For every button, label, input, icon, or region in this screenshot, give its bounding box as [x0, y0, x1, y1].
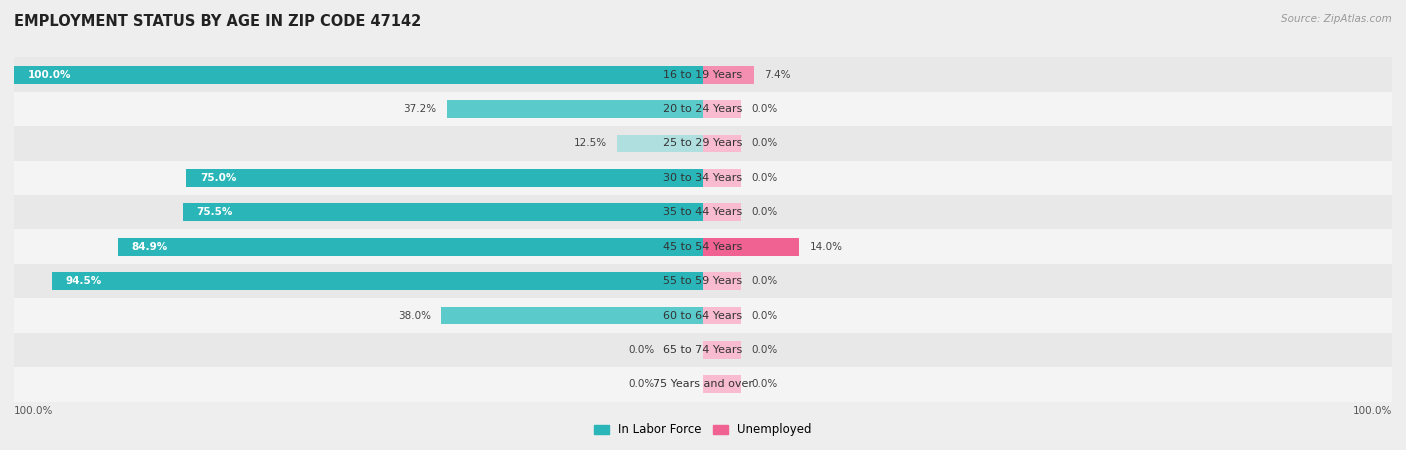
Text: 75.0%: 75.0% — [200, 173, 236, 183]
Bar — [703, 238, 800, 256]
Text: 14.0%: 14.0% — [810, 242, 842, 252]
Text: 75.5%: 75.5% — [197, 207, 233, 217]
Bar — [14, 333, 1392, 367]
Text: 0.0%: 0.0% — [751, 310, 778, 320]
Text: 20 to 24 Years: 20 to 24 Years — [664, 104, 742, 114]
Bar — [14, 58, 1392, 92]
Text: 60 to 64 Years: 60 to 64 Years — [664, 310, 742, 320]
Bar — [14, 298, 1392, 333]
Text: EMPLOYMENT STATUS BY AGE IN ZIP CODE 47142: EMPLOYMENT STATUS BY AGE IN ZIP CODE 471… — [14, 14, 422, 28]
Text: 7.4%: 7.4% — [765, 70, 790, 80]
Text: 84.9%: 84.9% — [132, 242, 169, 252]
Bar — [441, 306, 703, 324]
Text: 0.0%: 0.0% — [751, 139, 778, 148]
Text: 0.0%: 0.0% — [751, 104, 778, 114]
Text: 45 to 54 Years: 45 to 54 Years — [664, 242, 742, 252]
Bar — [703, 341, 741, 359]
Bar — [118, 238, 703, 256]
Text: 75 Years and over: 75 Years and over — [652, 379, 754, 389]
Text: 0.0%: 0.0% — [751, 173, 778, 183]
Bar — [703, 306, 741, 324]
Text: 100.0%: 100.0% — [1353, 406, 1392, 416]
Bar — [14, 195, 1392, 230]
Text: 0.0%: 0.0% — [751, 345, 778, 355]
Text: 35 to 44 Years: 35 to 44 Years — [664, 207, 742, 217]
Bar — [703, 375, 741, 393]
Text: 16 to 19 Years: 16 to 19 Years — [664, 70, 742, 80]
Text: 100.0%: 100.0% — [28, 70, 72, 80]
Text: 25 to 29 Years: 25 to 29 Years — [664, 139, 742, 148]
Bar — [703, 100, 741, 118]
Text: 0.0%: 0.0% — [751, 276, 778, 286]
Bar — [703, 203, 741, 221]
Bar — [14, 367, 1392, 401]
Bar — [14, 92, 1392, 126]
Text: 55 to 59 Years: 55 to 59 Years — [664, 276, 742, 286]
Bar — [14, 264, 1392, 298]
Bar — [52, 272, 703, 290]
Text: 65 to 74 Years: 65 to 74 Years — [664, 345, 742, 355]
Text: 30 to 34 Years: 30 to 34 Years — [664, 173, 742, 183]
Text: 94.5%: 94.5% — [66, 276, 103, 286]
Text: Source: ZipAtlas.com: Source: ZipAtlas.com — [1281, 14, 1392, 23]
Bar — [183, 203, 703, 221]
Bar — [186, 169, 703, 187]
Bar — [447, 100, 703, 118]
Text: 38.0%: 38.0% — [398, 310, 430, 320]
Text: 37.2%: 37.2% — [404, 104, 436, 114]
Bar — [14, 66, 703, 84]
Bar — [14, 161, 1392, 195]
Bar — [617, 135, 703, 153]
Text: 0.0%: 0.0% — [628, 345, 655, 355]
Bar — [703, 135, 741, 153]
Bar — [703, 272, 741, 290]
Text: 0.0%: 0.0% — [751, 207, 778, 217]
Text: 100.0%: 100.0% — [14, 406, 53, 416]
Text: 12.5%: 12.5% — [574, 139, 606, 148]
Bar — [703, 66, 754, 84]
Legend: In Labor Force, Unemployed: In Labor Force, Unemployed — [589, 419, 817, 441]
Bar — [14, 126, 1392, 161]
Bar — [14, 230, 1392, 264]
Text: 0.0%: 0.0% — [751, 379, 778, 389]
Text: 0.0%: 0.0% — [628, 379, 655, 389]
Bar — [703, 169, 741, 187]
